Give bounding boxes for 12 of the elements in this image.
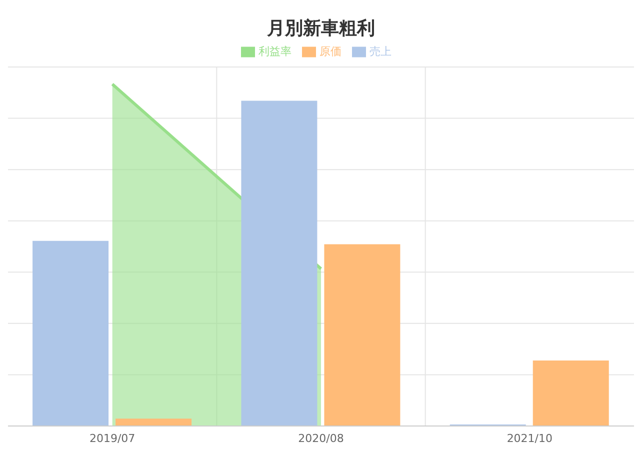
bar	[116, 418, 192, 426]
x-tick-label: 2020/08	[298, 432, 344, 445]
legend-label: 売上	[370, 45, 392, 58]
bar	[32, 240, 109, 426]
bar	[241, 100, 318, 426]
x-tick-label: 2019/07	[89, 432, 136, 445]
legend-label: 利益率	[258, 45, 292, 58]
legend-label: 原価	[320, 45, 342, 58]
bar	[324, 244, 400, 426]
chart-title: 月別新車粗利	[266, 17, 376, 41]
bar	[532, 360, 609, 426]
x-tick-label: 2021/10	[506, 432, 553, 445]
